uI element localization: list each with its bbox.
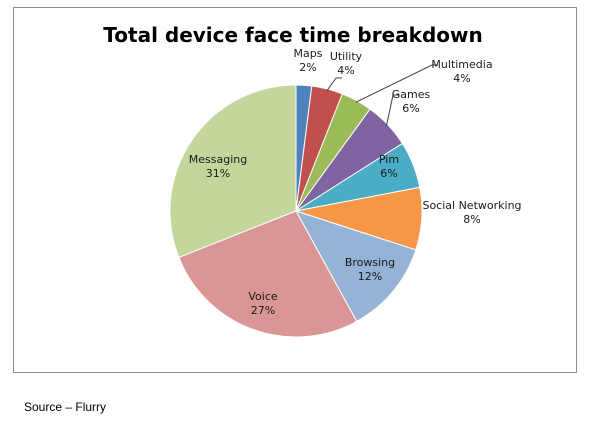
source-note: Source – Flurry	[24, 400, 107, 414]
slice-value-games: 6%	[402, 102, 419, 115]
slice-value-voice: 27%	[251, 304, 275, 317]
slice-label-games: Games	[392, 88, 431, 101]
chart-title: Total device face time breakdown	[103, 23, 482, 47]
leader-line-utility	[326, 77, 342, 92]
slice-label-social-networking: Social Networking	[422, 199, 521, 212]
pie-slice-voice	[178, 210, 358, 338]
pie-slice-messaging	[169, 84, 297, 259]
pie-slice-browsing	[294, 210, 417, 323]
slice-value-messaging: 31%	[206, 167, 230, 180]
slice-label-maps: Maps	[294, 47, 323, 60]
slice-value-utility: 4%	[337, 64, 354, 77]
slice-label-multimedia: Multimedia	[431, 58, 492, 71]
slice-value-multimedia: 4%	[453, 72, 470, 85]
slice-value-social-networking: 8%	[463, 213, 480, 226]
slice-value-maps: 2%	[299, 61, 316, 74]
slice-value-browsing: 12%	[358, 270, 382, 283]
slice-label-browsing: Browsing	[345, 256, 395, 269]
chart-frame: Total device face time breakdown Maps 2% U…	[13, 7, 577, 373]
slice-label-voice: Voice	[248, 290, 278, 303]
leader-line-games	[385, 94, 399, 127]
pie-slices	[169, 84, 423, 338]
slice-label-utility: Utility	[330, 50, 363, 63]
slice-label-messaging: Messaging	[189, 153, 247, 166]
slice-value-pim: 6%	[380, 167, 397, 180]
slice-label-pim: Pim	[379, 153, 399, 166]
leader-lines	[326, 64, 438, 127]
leader-line-multimedia	[355, 64, 438, 103]
